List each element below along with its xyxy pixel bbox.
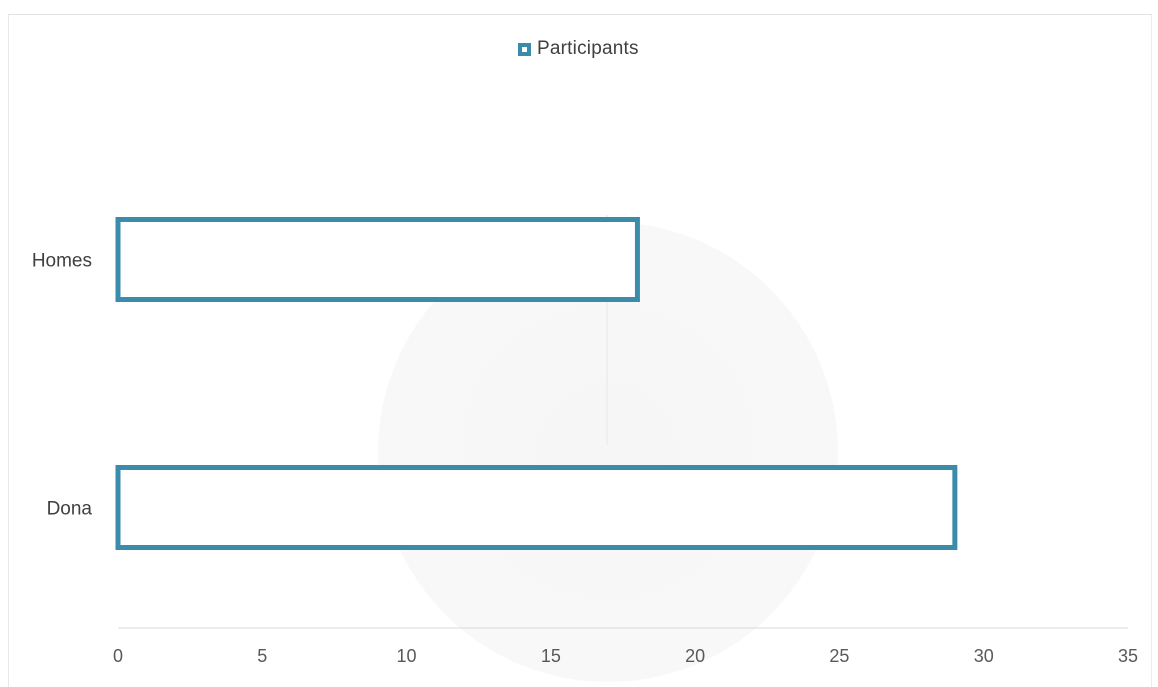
y-category-label: Homes	[32, 251, 92, 272]
x-tick-label: 35	[1118, 646, 1138, 666]
x-tick-label: 5	[257, 646, 267, 666]
x-tick-label: 0	[113, 646, 123, 666]
x-tick-label: 20	[685, 646, 705, 666]
chart-legend: Participants	[518, 38, 639, 60]
bar-homes	[115, 217, 640, 302]
x-tick-label: 10	[397, 646, 417, 666]
legend-label-participants: Participants	[537, 38, 639, 59]
show-through-pie-edge	[606, 215, 608, 445]
legend-swatch-participants	[518, 42, 531, 56]
x-tick-label: 25	[829, 646, 849, 666]
x-tick-label: 15	[541, 646, 561, 666]
bar-dona	[115, 465, 958, 550]
x-tick-label: 30	[974, 646, 994, 666]
y-category-label: Dona	[47, 499, 93, 520]
